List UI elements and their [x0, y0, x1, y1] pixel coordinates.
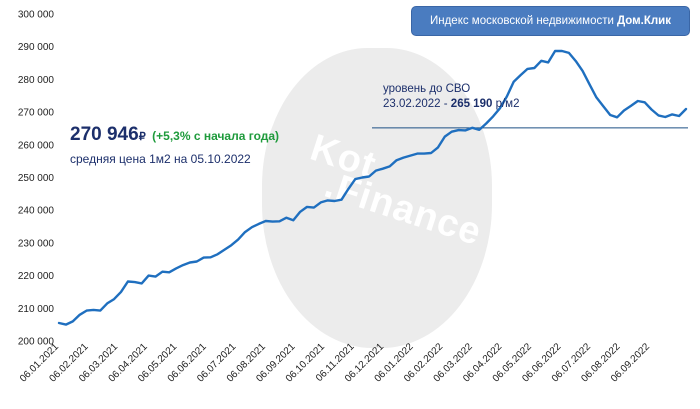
y-tick-label: 200 000: [18, 337, 55, 348]
y-tick-label: 220 000: [18, 271, 55, 282]
y-tick-label: 250 000: [18, 173, 55, 184]
chart-title-box: Индекс московской недвижимости Дом.Клик: [411, 6, 690, 36]
x-axis: 06.01.202106.02.202106.03.202106.04.2021…: [18, 341, 652, 384]
y-tick-label: 260 000: [18, 140, 55, 151]
svo-value: 265 190: [450, 98, 493, 110]
svo-annotation-title: уровень до СВО: [383, 83, 471, 95]
y-tick-label: 300 000: [18, 10, 55, 21]
svo-separator: -: [440, 98, 451, 110]
chart-title-text: Индекс московской недвижимости: [429, 15, 614, 27]
svo-annotation: уровень до СВО 23.02.2022 - 265 190 р/м2: [383, 82, 519, 112]
price-caption: средняя цена 1м2 на 05.10.2022: [70, 152, 251, 166]
ytd-change: (+5,3% с начала года): [152, 129, 280, 143]
chart-title-brand: Дом.Клик: [616, 15, 671, 27]
y-axis: 200 000 210 000 220 000 230 000 240 000 250 0…: [18, 10, 55, 348]
currency-sign: ₽: [138, 131, 146, 143]
y-tick-label: 290 000: [18, 42, 55, 53]
svo-unit: р/м2: [495, 98, 520, 110]
y-tick-label: 230 000: [18, 238, 55, 249]
y-tick-label: 210 000: [18, 304, 55, 315]
svo-annotation-detail: 23.02.2022 - 265 190 р/м2: [383, 97, 519, 112]
price-index-series-line: [57, 49, 688, 326]
current-price-headline: 270 946₽ (+5,3% с начала года): [70, 124, 279, 146]
y-tick-label: 270 000: [18, 108, 55, 119]
y-tick-label: 240 000: [18, 206, 55, 217]
cat-watermark: Kot .Finance: [262, 48, 492, 348]
svo-date: 23.02.2022: [383, 98, 441, 110]
current-price-value: 270 946: [70, 124, 139, 145]
y-tick-label: 280 000: [18, 75, 55, 86]
